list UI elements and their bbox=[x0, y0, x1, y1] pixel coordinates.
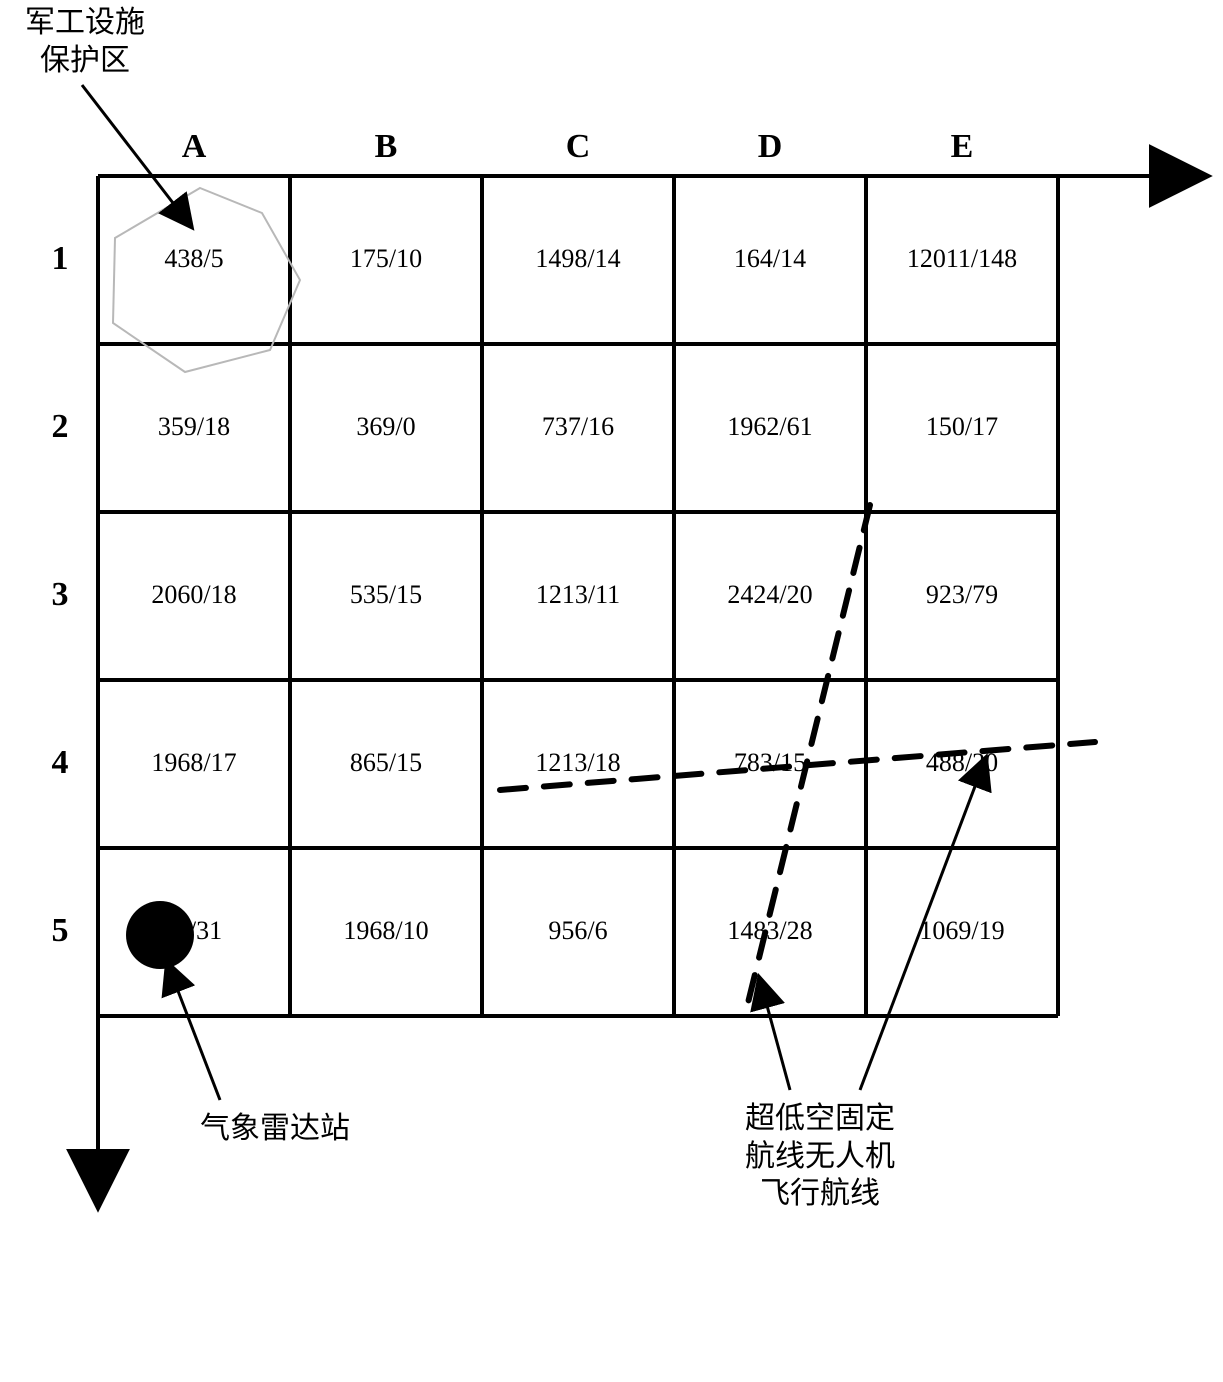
callout-radar-station: 气象雷达站 bbox=[165, 1110, 385, 1148]
callout-flight-route-line3: 飞行航线 bbox=[760, 1177, 880, 1210]
row-header-3: 3 bbox=[35, 576, 85, 614]
callout-flight-route: 超低空固定航线无人机飞行航线 bbox=[690, 1100, 950, 1213]
cell-E5: 1069/19 bbox=[866, 916, 1058, 946]
cell-B2: 369/0 bbox=[290, 412, 482, 442]
callout-flight-route-line2: 航线无人机 bbox=[745, 1140, 895, 1173]
col-header-C: C bbox=[482, 128, 674, 166]
cell-E2: 150/17 bbox=[866, 412, 1058, 442]
cell-A3: 2060/18 bbox=[98, 580, 290, 610]
cell-C2: 737/16 bbox=[482, 412, 674, 442]
cell-A5: ??/31 bbox=[98, 916, 290, 946]
col-header-D: D bbox=[674, 128, 866, 166]
cell-D4: 783/15 bbox=[674, 748, 866, 778]
cell-B3: 535/15 bbox=[290, 580, 482, 610]
cell-D3: 2424/20 bbox=[674, 580, 866, 610]
cell-C1: 1498/14 bbox=[482, 244, 674, 274]
cell-E4: 488/20 bbox=[866, 748, 1058, 778]
diagram-svg bbox=[0, 0, 1223, 1382]
cell-C4: 1213/18 bbox=[482, 748, 674, 778]
cell-D5: 1483/28 bbox=[674, 916, 866, 946]
cell-A1: 438/5 bbox=[98, 244, 290, 274]
col-header-B: B bbox=[290, 128, 482, 166]
callout-flight-route-line1: 超低空固定 bbox=[745, 1102, 895, 1135]
cell-E3: 923/79 bbox=[866, 580, 1058, 610]
row-header-2: 2 bbox=[35, 408, 85, 446]
cell-D2: 1962/61 bbox=[674, 412, 866, 442]
cell-B4: 865/15 bbox=[290, 748, 482, 778]
callout-protected-zone: 军工设施保护区 bbox=[0, 4, 170, 79]
row-header-1: 1 bbox=[35, 240, 85, 278]
cell-A4: 1968/17 bbox=[98, 748, 290, 778]
cell-D1: 164/14 bbox=[674, 244, 866, 274]
col-header-E: E bbox=[866, 128, 1058, 166]
cell-E1: 12011/148 bbox=[866, 244, 1058, 274]
callout-protected-zone-line1: 军工设施 bbox=[25, 6, 145, 39]
row-header-5: 5 bbox=[35, 912, 85, 950]
cell-B1: 175/10 bbox=[290, 244, 482, 274]
callout-protected-zone-line2: 保护区 bbox=[40, 44, 130, 77]
col-header-A: A bbox=[98, 128, 290, 166]
cell-C3: 1213/11 bbox=[482, 580, 674, 610]
cell-C5: 956/6 bbox=[482, 916, 674, 946]
row-header-4: 4 bbox=[35, 744, 85, 782]
cell-A2: 359/18 bbox=[98, 412, 290, 442]
cell-B5: 1968/10 bbox=[290, 916, 482, 946]
